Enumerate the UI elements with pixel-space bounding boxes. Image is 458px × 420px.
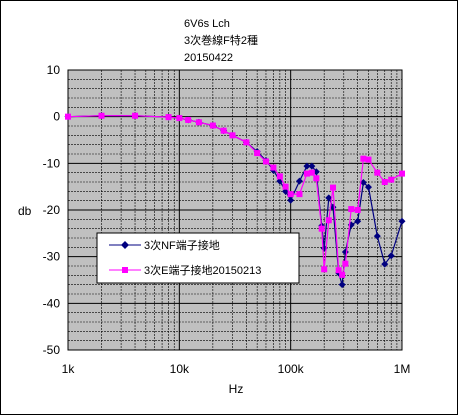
legend-label-series-1: 3次NF端子接地 bbox=[144, 238, 220, 252]
data-point-series-2 bbox=[276, 173, 283, 180]
data-point-series-2 bbox=[335, 267, 342, 274]
legend: 3次NF端子接地 3次E端子接地20150213 bbox=[96, 232, 300, 284]
y-tick-label: -40 bbox=[43, 296, 61, 310]
data-point-series-2 bbox=[354, 207, 361, 213]
data-point-series-2 bbox=[165, 114, 172, 121]
data-point-series-1 bbox=[373, 232, 381, 240]
x-tick-labels: 1k 10k 100k 1M bbox=[62, 362, 411, 376]
plot-border bbox=[67, 69, 403, 351]
data-point-series-2 bbox=[229, 132, 236, 139]
x-tick-label: 1M bbox=[394, 362, 411, 376]
data-point-series-2 bbox=[321, 266, 328, 273]
data-point-series-2 bbox=[374, 169, 381, 176]
data-point-series-2 bbox=[318, 225, 325, 232]
legend-marker-series-1 bbox=[121, 241, 129, 249]
data-point-series-2 bbox=[195, 119, 202, 126]
data-point-series-2 bbox=[176, 115, 183, 122]
data-point-series-2 bbox=[388, 176, 395, 183]
title-line-1: 6V6s Lch bbox=[184, 18, 230, 30]
data-point-series-2 bbox=[399, 170, 405, 177]
data-point-series-1 bbox=[308, 162, 316, 170]
x-tick-label: 10k bbox=[170, 362, 190, 376]
data-series bbox=[64, 112, 406, 289]
y-tick-label: 10 bbox=[47, 63, 61, 77]
data-point-series-1 bbox=[359, 178, 367, 186]
x-tick-label: 100k bbox=[278, 362, 305, 376]
data-point-series-2 bbox=[270, 164, 277, 171]
data-point-series-2 bbox=[220, 127, 227, 134]
y-tick-labels: 10 0 -10 -20 -30 -40 -50 bbox=[43, 63, 61, 357]
data-point-series-2 bbox=[313, 175, 320, 182]
data-point-series-1 bbox=[338, 281, 346, 289]
data-point-series-1 bbox=[398, 217, 406, 225]
data-point-series-2 bbox=[303, 170, 310, 177]
y-tick-label: -30 bbox=[43, 250, 61, 264]
data-point-series-2 bbox=[339, 271, 346, 278]
data-point-series-2 bbox=[296, 191, 303, 198]
y-tick-label: -10 bbox=[43, 156, 61, 170]
data-point-series-2 bbox=[65, 113, 71, 120]
data-point-series-2 bbox=[381, 179, 388, 185]
data-point-series-2 bbox=[262, 158, 269, 165]
y-axis-label: db bbox=[18, 204, 32, 218]
y-tick-label: -50 bbox=[43, 343, 61, 357]
legend-label-series-2: 3次E端子接地20150213 bbox=[144, 263, 261, 277]
data-point-series-2 bbox=[308, 169, 315, 176]
data-point-series-2 bbox=[348, 206, 355, 213]
title-line-2: 3次巻線F特2種 bbox=[184, 33, 258, 47]
title-line-3: 20150422 bbox=[184, 52, 233, 64]
data-point-series-1 bbox=[303, 162, 311, 170]
y-tick-label: 0 bbox=[53, 110, 60, 124]
data-point-series-1 bbox=[295, 177, 303, 185]
data-point-series-2 bbox=[254, 150, 261, 157]
data-point-series-2 bbox=[329, 184, 336, 191]
data-point-series-1 bbox=[381, 260, 389, 268]
data-point-series-2 bbox=[98, 112, 105, 119]
data-point-series-1 bbox=[387, 252, 395, 260]
data-point-series-1 bbox=[287, 196, 295, 204]
data-point-series-1 bbox=[325, 194, 333, 202]
data-point-series-2 bbox=[209, 122, 216, 129]
chart-title: 6V6s Lch 3次巻線F特2種 20150422 bbox=[184, 18, 258, 64]
data-point-series-2 bbox=[360, 155, 367, 162]
data-point-series-2 bbox=[365, 156, 372, 163]
data-point-series-2 bbox=[282, 183, 289, 190]
legend-box bbox=[96, 232, 300, 284]
data-point-series-2 bbox=[243, 139, 250, 146]
data-point-series-2 bbox=[287, 191, 294, 198]
data-point-series-2 bbox=[132, 112, 139, 119]
y-tick-label: -20 bbox=[43, 203, 61, 217]
data-point-series-2 bbox=[342, 260, 349, 267]
data-point-series-1 bbox=[364, 183, 372, 191]
legend-marker-series-2 bbox=[122, 267, 128, 273]
x-tick-label: 1k bbox=[62, 362, 76, 376]
data-point-series-2 bbox=[185, 116, 192, 123]
x-axis-label: Hz bbox=[229, 382, 244, 396]
data-point-series-1 bbox=[354, 217, 362, 225]
data-point-series-2 bbox=[325, 217, 332, 224]
